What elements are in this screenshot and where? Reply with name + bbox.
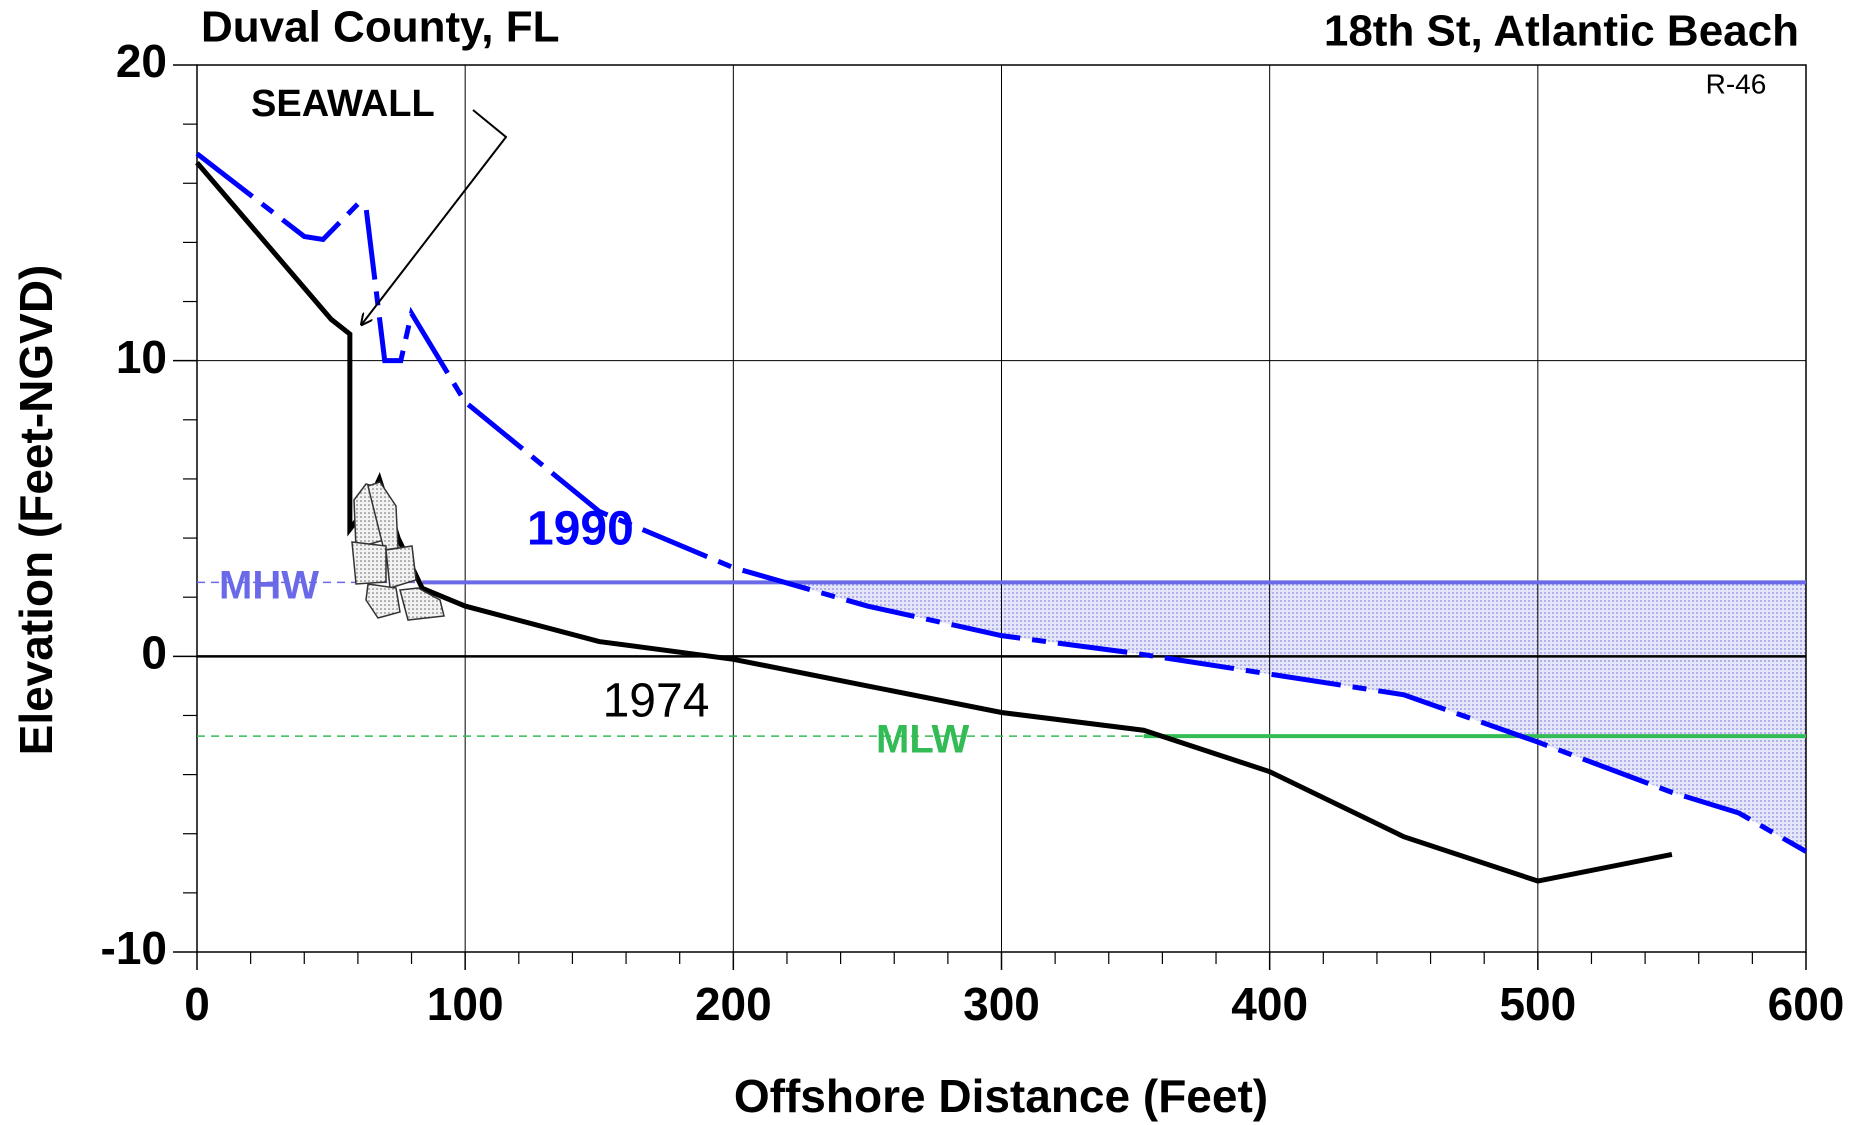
y-tick-label: 0 xyxy=(141,626,167,678)
x-tick-label: 300 xyxy=(963,978,1040,1030)
annotation: SEAWALL xyxy=(251,83,435,125)
x-tick-label: 100 xyxy=(427,978,504,1030)
x-tick-label: 400 xyxy=(1231,978,1308,1030)
chart-subtitle: 18th St, Atlantic Beach xyxy=(1324,7,1799,56)
profile-line xyxy=(195,151,1808,854)
y-tick-label: 20 xyxy=(116,35,167,87)
revetment-rocks xyxy=(351,481,445,621)
x-tick-label: 200 xyxy=(695,978,772,1030)
profile-id: R-46 xyxy=(1706,68,1767,99)
x-axis-title: Offshore Distance (Feet) xyxy=(734,1070,1268,1122)
x-tick-label: 600 xyxy=(1768,978,1845,1030)
x-tick-label: 500 xyxy=(1499,978,1576,1030)
y-axis-title: Elevation (Feet-NGVD) xyxy=(10,265,62,756)
series-label: 1974 xyxy=(603,675,710,728)
seawall-arrow xyxy=(362,109,508,324)
chart-title: Duval County, FL xyxy=(201,3,560,52)
reference-label: MHW xyxy=(219,564,319,608)
y-tick-label: 10 xyxy=(116,331,167,383)
profile-line xyxy=(195,160,1673,884)
y-tick-label: -10 xyxy=(101,922,167,974)
plot-frame xyxy=(196,64,1807,953)
x-tick-label: 0 xyxy=(184,978,210,1030)
series-label: 1990 xyxy=(527,503,634,556)
reference-label: MLW xyxy=(876,718,970,762)
erosion-area xyxy=(197,582,1806,852)
